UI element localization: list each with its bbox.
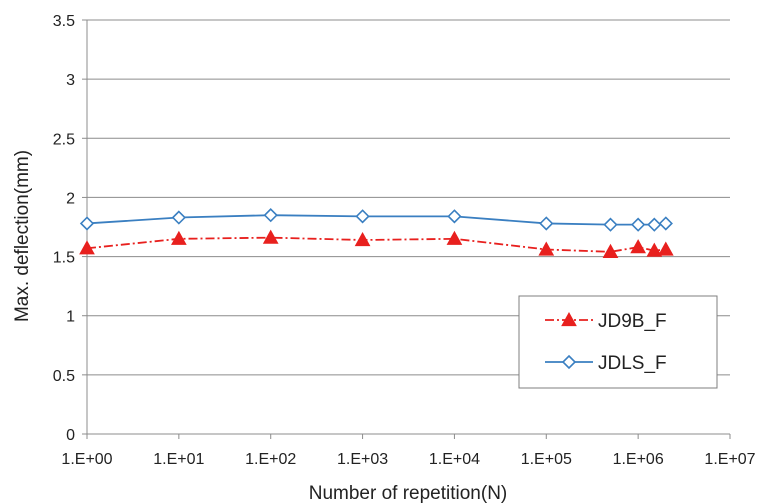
y-tick-label: 3: [66, 72, 75, 89]
data-point-triangle: [446, 230, 463, 245]
y-tick-label: 1.5: [53, 250, 75, 267]
x-tick-label: 1.E+02: [245, 451, 296, 468]
legend-entry-label: JDLS_F: [598, 353, 667, 374]
x-axis-label: Number of repetition(N): [309, 483, 508, 503]
y-tick-label: 3.5: [53, 13, 75, 30]
data-point-diamond: [561, 354, 577, 370]
legend-box: [518, 295, 718, 389]
x-tick-label: 1.E+03: [337, 451, 388, 468]
series-line: [86, 236, 666, 253]
gridlines: [87, 19, 730, 376]
data-point-triangle: [646, 242, 663, 257]
legend-entry-label: JD9B_F: [598, 311, 667, 332]
data-point-triangle: [602, 243, 619, 258]
data-point-triangle: [630, 239, 646, 254]
data-point-diamond: [658, 216, 673, 231]
data-point-triangle: [657, 241, 674, 256]
y-tick-label: 2.5: [53, 131, 75, 148]
data-point-triangle: [538, 241, 555, 256]
data-point-triangle: [79, 240, 95, 255]
x-tick-label: 1.E+06: [613, 451, 664, 468]
series-line: [86, 214, 666, 226]
x-tick-label: 1.E+00: [61, 451, 112, 468]
legend: JD9B_F JDLS_F: [518, 295, 718, 389]
data-point-triangle: [561, 311, 577, 327]
x-tick-label: 1.E+01: [153, 451, 204, 468]
series-jdls-f: [79, 208, 673, 232]
y-tick-label: 1: [66, 309, 75, 326]
tick-labels: 0 0.5 1 1.5 2 2.5 3 3.5 1.E+00 1.E+01 1.E+02 1.E+03…: [53, 13, 756, 468]
y-tick-label: 2: [66, 190, 75, 207]
data-point-diamond: [631, 217, 646, 232]
data-point-diamond: [171, 210, 186, 225]
data-point-diamond: [603, 217, 618, 232]
data-point-diamond: [539, 216, 554, 231]
data-point-diamond: [79, 216, 95, 231]
data-point-triangle: [262, 229, 279, 244]
series-layer: [79, 208, 674, 258]
y-tick-label: 0: [66, 427, 75, 444]
data-point-triangle: [171, 230, 187, 245]
y-axis-label: Max. deflection(mm): [12, 150, 33, 322]
data-point-diamond: [263, 208, 278, 223]
data-point-diamond: [647, 217, 662, 232]
x-tick-label: 1.E+07: [704, 451, 755, 468]
data-point-diamond: [355, 209, 370, 224]
data-point-diamond: [447, 209, 462, 224]
x-tick-label: 1.E+05: [521, 451, 572, 468]
series-jd9b-f: [79, 229, 674, 258]
x-tick-label: 1.E+04: [429, 451, 480, 468]
y-tick-label: 0.5: [53, 368, 75, 385]
data-point-triangle: [354, 231, 371, 247]
